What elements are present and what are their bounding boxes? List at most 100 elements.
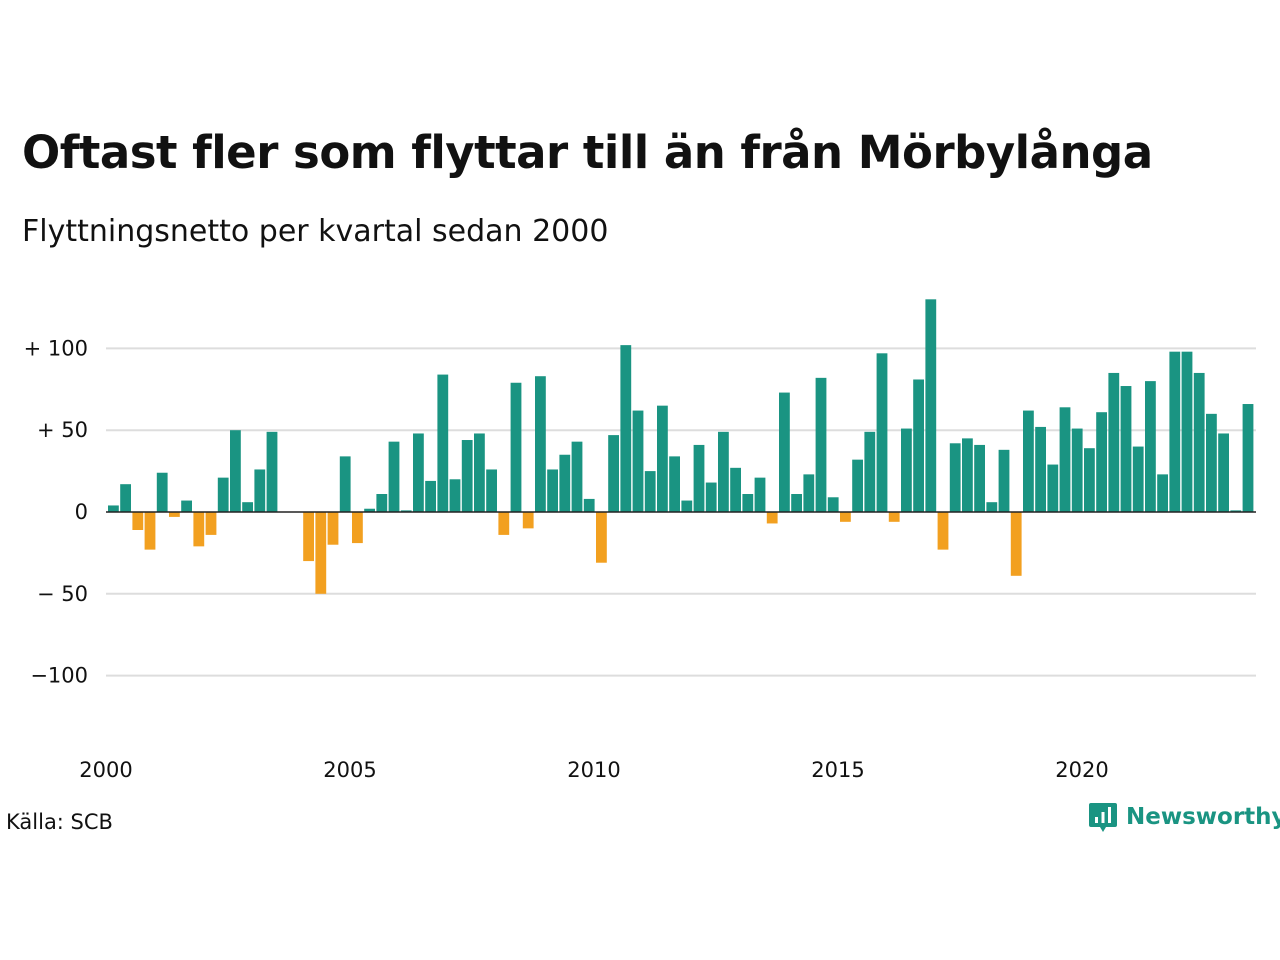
bar [266, 431, 278, 512]
brand-name: Newsworthy [1126, 804, 1280, 830]
bar [901, 428, 912, 512]
bar [1035, 426, 1046, 512]
bar [1132, 446, 1144, 512]
bar [156, 472, 168, 512]
bar [1193, 372, 1205, 512]
bar [327, 512, 339, 545]
x-tick-label: 2010 [567, 758, 620, 782]
bar [400, 510, 412, 512]
bar [510, 382, 522, 512]
bar [1059, 407, 1071, 512]
bar [986, 502, 998, 512]
bar [205, 512, 217, 535]
bar [1169, 351, 1181, 512]
bar [1047, 464, 1059, 512]
bar [1071, 428, 1083, 512]
bar [230, 430, 241, 512]
bar [498, 512, 510, 535]
bar [644, 471, 656, 512]
bar [522, 512, 534, 529]
bar [1096, 412, 1107, 512]
bar [681, 500, 693, 512]
bar [486, 469, 497, 512]
bar [108, 505, 119, 512]
bar [1206, 413, 1217, 512]
bar [449, 479, 461, 512]
bar [461, 440, 473, 512]
bar [547, 469, 558, 512]
bar [962, 438, 973, 512]
bar [474, 433, 485, 512]
bar [315, 512, 327, 594]
y-tick-label: −100 [30, 664, 88, 688]
bar [425, 480, 436, 512]
bars [108, 299, 1254, 594]
bar [1108, 372, 1120, 512]
bar [535, 376, 546, 512]
axes: + 100 + 50 0 − 50 −100 2000 2005 2010 2015 2020 [24, 336, 1256, 782]
bar [1010, 512, 1022, 576]
bar [620, 345, 632, 512]
bar [1157, 474, 1168, 512]
source-note: Källa: SCB [6, 810, 113, 834]
bar [669, 456, 680, 512]
bar [364, 508, 375, 512]
bar [974, 444, 985, 512]
bar [754, 477, 766, 512]
bar [1242, 404, 1254, 512]
bar [303, 512, 314, 562]
bar [888, 512, 900, 522]
bar [766, 512, 778, 524]
bar [388, 441, 400, 512]
bar [864, 431, 876, 512]
y-tick-label: + 100 [24, 336, 88, 360]
bar [1181, 351, 1193, 512]
bar [718, 431, 729, 512]
bar [1120, 386, 1132, 512]
bar [132, 512, 144, 530]
bar [1218, 433, 1229, 512]
bar [949, 443, 961, 512]
bar [144, 512, 156, 550]
chart-subtitle: Flyttningsnetto per kvartal sedan 2000 [22, 214, 609, 249]
x-tick-label: 2000 [79, 758, 132, 782]
bar [1023, 410, 1034, 512]
bar [376, 494, 388, 512]
bar [571, 441, 583, 512]
bar [339, 456, 351, 512]
bar [596, 512, 607, 563]
bar [705, 482, 717, 512]
bar [608, 435, 619, 512]
brand-logo[interactable]: Newsworthy [1088, 801, 1280, 833]
bar [876, 353, 888, 512]
bar [779, 392, 790, 512]
bar [559, 454, 571, 512]
bar [120, 484, 131, 512]
bar [791, 494, 802, 512]
x-tick-label: 2020 [1055, 758, 1108, 782]
bar [998, 449, 1010, 512]
bar [657, 405, 668, 512]
bar [815, 377, 827, 512]
bar [1230, 510, 1242, 512]
bar [925, 299, 937, 512]
bar [913, 379, 924, 512]
bar [193, 512, 205, 547]
bar [632, 410, 644, 512]
bar [437, 374, 449, 512]
x-tick-label: 2015 [811, 758, 864, 782]
bar [937, 512, 949, 550]
bar [742, 494, 754, 512]
bar [352, 512, 363, 544]
bar [181, 500, 192, 512]
y-tick-label: + 50 [37, 418, 88, 442]
bar [840, 512, 851, 522]
bar [242, 502, 253, 512]
bar [413, 433, 424, 512]
bar [583, 498, 595, 512]
y-tick-label: − 50 [37, 582, 88, 606]
bar [217, 477, 229, 512]
bar [803, 474, 815, 512]
chart-title: Oftast fler som flyttar till än från Mör… [22, 126, 1153, 179]
